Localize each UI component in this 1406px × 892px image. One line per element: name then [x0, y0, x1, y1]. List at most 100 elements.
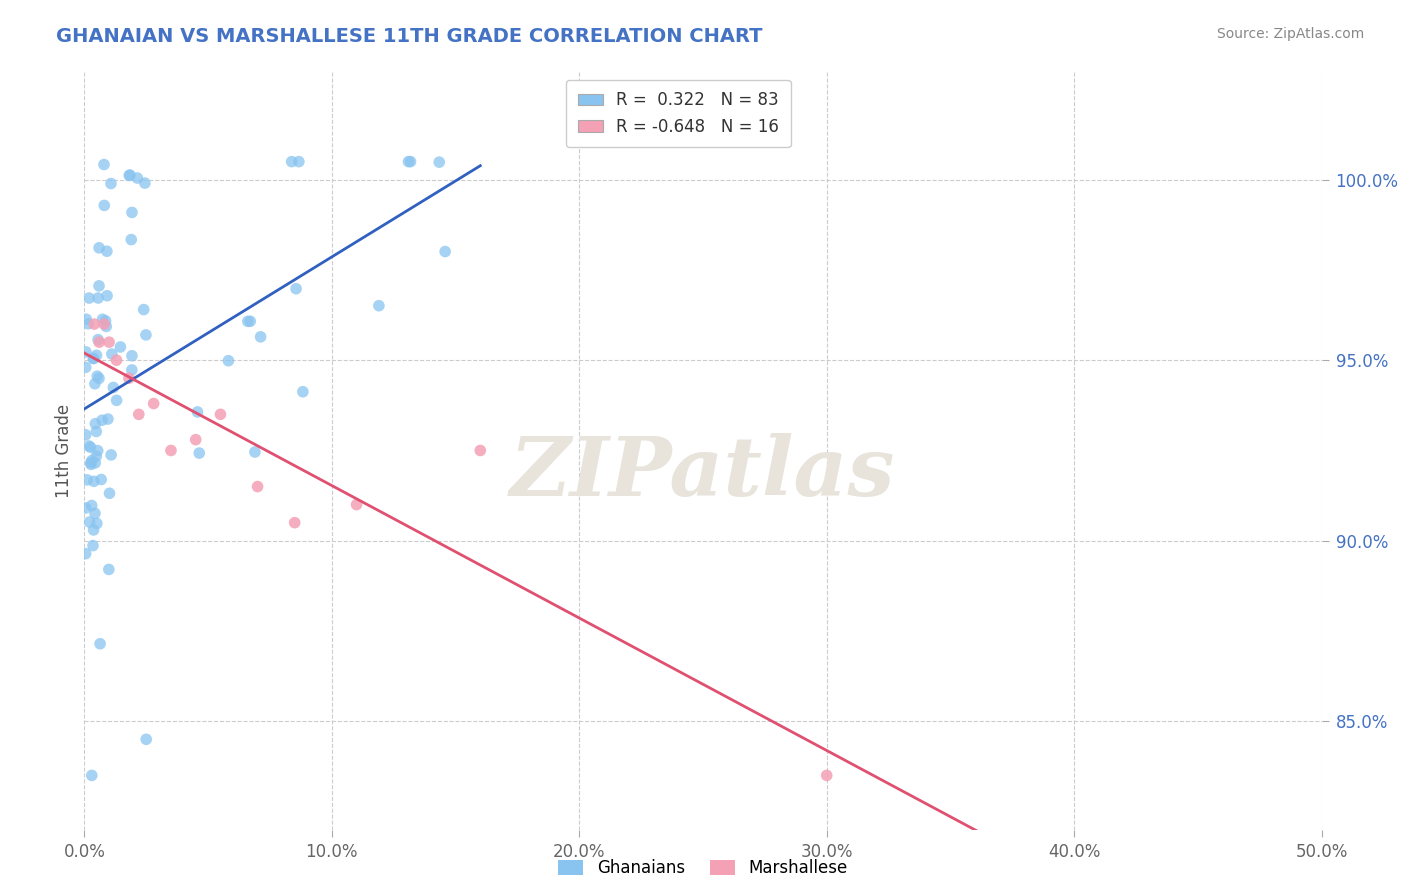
Point [79, 515, 101, 529]
Point [83, 351, 105, 366]
Point [87, 333, 110, 347]
Point [91, 413, 114, 427]
Point [367, 299, 389, 313]
Point [209, 408, 232, 422]
Point [97, 412, 120, 426]
Point [118, 168, 141, 182]
Text: ZIPatlas: ZIPatlas [510, 434, 896, 513]
Point [87, 278, 110, 293]
Point [87, 291, 110, 305]
Point [84, 507, 107, 521]
Point [121, 363, 143, 377]
Point [80, 499, 103, 513]
Point [121, 205, 143, 219]
Point [84, 449, 107, 463]
Point [105, 393, 128, 408]
Point [98, 335, 121, 350]
Point [160, 443, 183, 458]
Point [79, 440, 101, 454]
Point [100, 177, 122, 191]
Point [434, 244, 457, 259]
Point [236, 314, 259, 328]
Point [80, 458, 103, 472]
Point [83, 475, 105, 489]
Point [188, 446, 211, 460]
Point [105, 353, 128, 368]
Point [90, 473, 112, 487]
Point [83, 523, 105, 537]
Point [100, 448, 122, 462]
Point [84, 456, 107, 470]
Text: Source: ZipAtlas.com: Source: ZipAtlas.com [1216, 27, 1364, 41]
Point [86, 516, 108, 531]
Point [127, 171, 149, 186]
Point [86, 348, 108, 362]
Text: GHANAIAN VS MARSHALLESE 11TH GRADE CORRELATION CHART: GHANAIAN VS MARSHALLESE 11TH GRADE CORRE… [56, 27, 762, 45]
Point [75, 427, 97, 442]
Point [96, 289, 118, 303]
Point [186, 405, 208, 419]
Point [110, 340, 132, 354]
Point [84, 417, 107, 431]
Point [288, 154, 311, 169]
Point [101, 347, 124, 361]
Point [128, 408, 150, 422]
Point [84, 376, 107, 391]
Point [399, 154, 422, 169]
Point [132, 302, 155, 317]
Point [87, 443, 110, 458]
Point [346, 498, 368, 512]
Point [82, 539, 104, 553]
Point [76, 473, 98, 487]
Point [97, 562, 120, 576]
Point [120, 233, 142, 247]
Point [77, 439, 100, 453]
Point [82, 351, 104, 366]
Point [427, 155, 450, 169]
Point [75, 312, 97, 326]
Point [75, 547, 97, 561]
Point [134, 176, 156, 190]
Point [285, 282, 308, 296]
Point [96, 319, 118, 334]
Point [75, 500, 97, 515]
Point [93, 157, 115, 171]
Point [135, 732, 157, 747]
Point [80, 768, 103, 782]
Point [96, 244, 118, 259]
Point [87, 371, 110, 385]
Point [91, 312, 114, 326]
Point [249, 330, 271, 344]
Point [84, 425, 107, 439]
Point [246, 479, 269, 493]
Point [89, 335, 111, 350]
Point [291, 384, 314, 399]
Point [93, 198, 115, 212]
Point [75, 344, 97, 359]
Point [239, 314, 262, 328]
Point [103, 380, 125, 394]
Point [80, 456, 103, 470]
Point [118, 169, 141, 183]
Point [184, 433, 207, 447]
Point [118, 371, 141, 385]
Point [94, 314, 117, 328]
Point [98, 486, 121, 500]
Point [284, 516, 307, 530]
Point [135, 327, 157, 342]
Point [83, 317, 105, 331]
Point [280, 154, 302, 169]
Point [815, 768, 838, 782]
Point [470, 443, 492, 458]
Legend: Ghanaians, Marshallese: Ghanaians, Marshallese [551, 853, 855, 884]
Point [89, 637, 111, 651]
Point [77, 291, 100, 305]
Point [217, 353, 239, 368]
Point [243, 445, 266, 459]
Point [93, 317, 115, 331]
Point [87, 241, 110, 255]
Point [77, 317, 100, 331]
Point [80, 453, 103, 467]
Point [142, 396, 165, 410]
Point [121, 349, 143, 363]
